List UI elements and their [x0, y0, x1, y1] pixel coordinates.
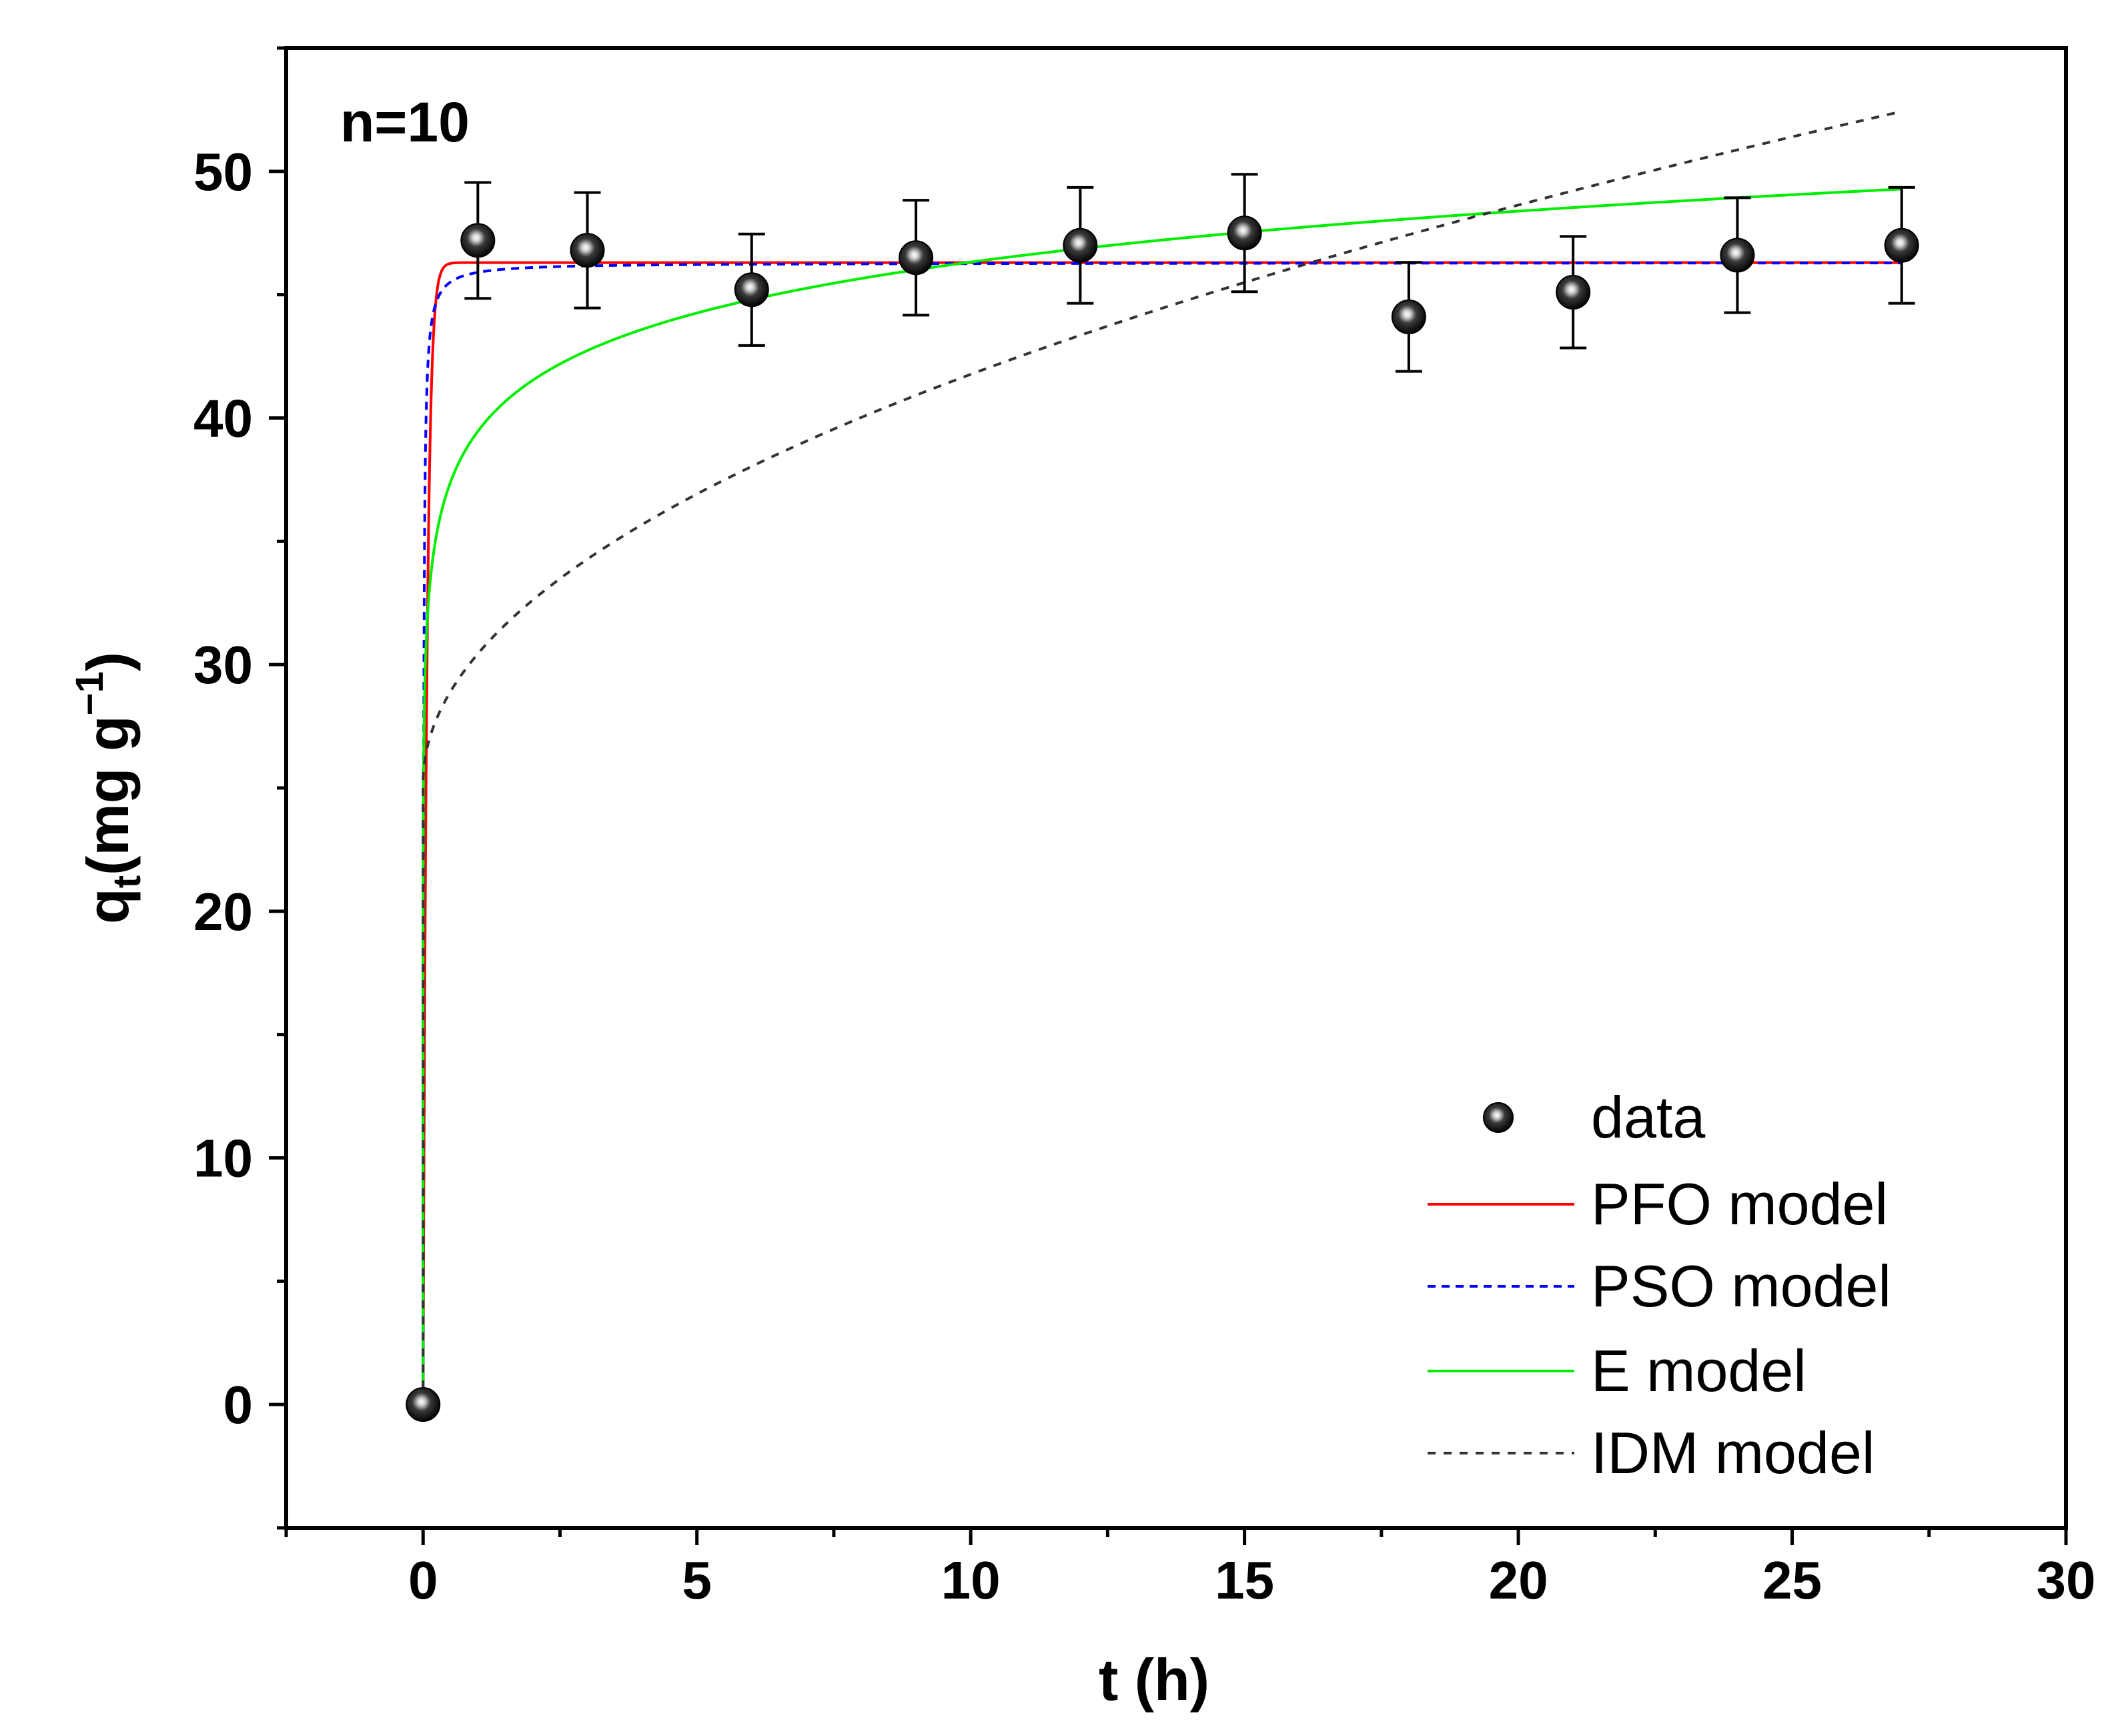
x-tick-label: 5	[682, 1551, 712, 1610]
y-axis-title-main: q	[75, 888, 141, 924]
data-point	[460, 223, 496, 258]
series-line-elovich	[422, 187, 1902, 1406]
x-tick-label: 25	[1762, 1551, 1822, 1610]
legend-item-pso: PSO model	[1428, 1253, 1891, 1319]
legend-label-pso: PSO model	[1591, 1253, 1891, 1319]
data-point	[406, 1387, 441, 1422]
legend-item-data: data	[1483, 1084, 1705, 1150]
legend-marker-data	[1483, 1102, 1514, 1133]
x-tick-label: 10	[941, 1551, 1001, 1610]
y-tick-label: 0	[223, 1375, 253, 1434]
y-tick-label: 20	[193, 882, 253, 941]
data-point	[899, 240, 934, 276]
data-points	[406, 215, 1919, 1422]
y-axis-title: qt(mg g−1)	[68, 652, 149, 924]
x-axis-ticks	[284, 1528, 2068, 1545]
y-axis-title-group: qt(mg g−1)	[68, 652, 149, 924]
y-axis-title-superscript: −1	[68, 671, 111, 715]
x-tick-label: 15	[1215, 1551, 1274, 1610]
y-axis-title-subscript: t	[105, 875, 149, 888]
data-point	[1556, 274, 1591, 310]
data-point	[1884, 228, 1919, 263]
y-axis-ticks	[269, 46, 286, 1530]
legend-label-data: data	[1591, 1084, 1705, 1150]
y-axis-title-rest: (mg g	[75, 715, 141, 875]
data-point	[1063, 228, 1098, 263]
legend-label-pfo: PFO model	[1591, 1171, 1888, 1237]
data-point	[1720, 238, 1755, 273]
x-tick-label: 20	[1489, 1551, 1548, 1610]
y-tick-label: 50	[193, 142, 253, 201]
y-tick-label: 10	[193, 1129, 253, 1188]
legend-item-idm: IDM model	[1428, 1420, 1875, 1486]
series-line-pfo	[422, 261, 1902, 1405]
legend-item-pfo: PFO model	[1428, 1171, 1888, 1237]
data-point	[570, 233, 605, 268]
legend: data PFO model PSO model E model IDM mod…	[1428, 1084, 1891, 1486]
data-point	[734, 272, 769, 308]
legend-label-e: E model	[1591, 1338, 1806, 1404]
x-axis-tick-labels: 0 5 10 15 20 25 30	[408, 1551, 2096, 1610]
model-curves	[422, 110, 1903, 1406]
series-line-idm	[422, 110, 1903, 1405]
y-tick-label: 40	[193, 389, 253, 448]
y-axis-title-close: )	[75, 652, 141, 671]
legend-item-e: E model	[1428, 1338, 1806, 1404]
x-tick-label: 30	[2037, 1551, 2096, 1610]
x-axis-title: t (h)	[1099, 1647, 1209, 1713]
data-point	[1391, 299, 1426, 334]
legend-label-idm: IDM model	[1591, 1420, 1875, 1486]
error-bars	[464, 173, 1915, 373]
data-point	[1227, 215, 1262, 251]
y-axis-tick-labels: 0 10 20 30 40 50	[193, 142, 253, 1434]
annotation-n: n=10	[340, 91, 470, 153]
y-tick-label: 30	[193, 635, 253, 695]
series-line-pso	[422, 262, 1902, 1405]
x-tick-label: 0	[408, 1551, 438, 1610]
